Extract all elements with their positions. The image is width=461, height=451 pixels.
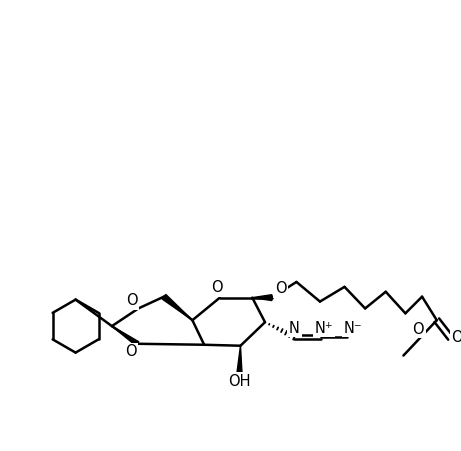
Text: O: O [126, 293, 137, 308]
Polygon shape [162, 295, 192, 320]
Text: O: O [275, 281, 287, 296]
Text: O: O [211, 281, 223, 295]
Polygon shape [237, 346, 242, 373]
Text: N⁺: N⁺ [314, 321, 333, 336]
Polygon shape [112, 326, 139, 346]
Text: O: O [412, 322, 424, 336]
Text: N: N [289, 321, 300, 336]
Text: O: O [125, 344, 136, 359]
Text: N⁻: N⁻ [344, 321, 363, 336]
Text: O: O [452, 331, 461, 345]
Polygon shape [252, 295, 272, 300]
Text: OH: OH [228, 373, 251, 389]
